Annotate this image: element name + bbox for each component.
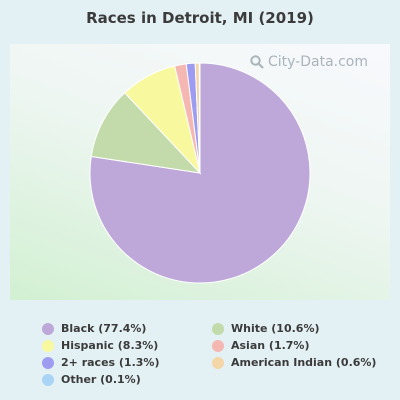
pie-slice-other <box>198 62 201 174</box>
legend: Black (77.4%) White (10.6%) Hispanic (8.3%… <box>42 321 392 387</box>
legend-item: White (10.6%) <box>212 321 392 336</box>
legend-label: Other (0.1%) <box>61 373 141 386</box>
legend-label: Black (77.4%) <box>61 322 147 335</box>
legend-swatch <box>42 373 54 386</box>
legend-swatch <box>212 339 224 352</box>
legend-swatch <box>212 356 224 369</box>
legend-label: 2+ races (1.3%) <box>61 356 160 369</box>
legend-label: American Indian (0.6%) <box>231 356 377 369</box>
watermark: City-Data.com <box>250 54 368 70</box>
pie-chart <box>89 62 311 284</box>
magnifier-icon <box>250 55 264 69</box>
legend-item: Other (0.1%) <box>42 372 212 387</box>
legend-label: Hispanic (8.3%) <box>61 339 159 352</box>
legend-item: American Indian (0.6%) <box>212 355 392 370</box>
legend-label: White (10.6%) <box>231 322 320 335</box>
legend-label: Asian (1.7%) <box>231 339 310 352</box>
legend-swatch <box>42 322 54 335</box>
plot-area: City-Data.com <box>10 44 390 300</box>
pie-slice-white <box>90 92 202 174</box>
legend-swatch <box>212 322 224 335</box>
legend-item: Hispanic (8.3%) <box>42 338 212 353</box>
legend-item: 2+ races (1.3%) <box>42 355 212 370</box>
legend-swatch <box>42 356 54 369</box>
legend-item: Black (77.4%) <box>42 321 212 336</box>
legend-swatch <box>42 339 54 352</box>
chart-title: Races in Detroit, MI (2019) <box>86 9 314 27</box>
watermark-text: City-Data.com <box>267 54 368 70</box>
legend-item: Asian (1.7%) <box>212 338 392 353</box>
